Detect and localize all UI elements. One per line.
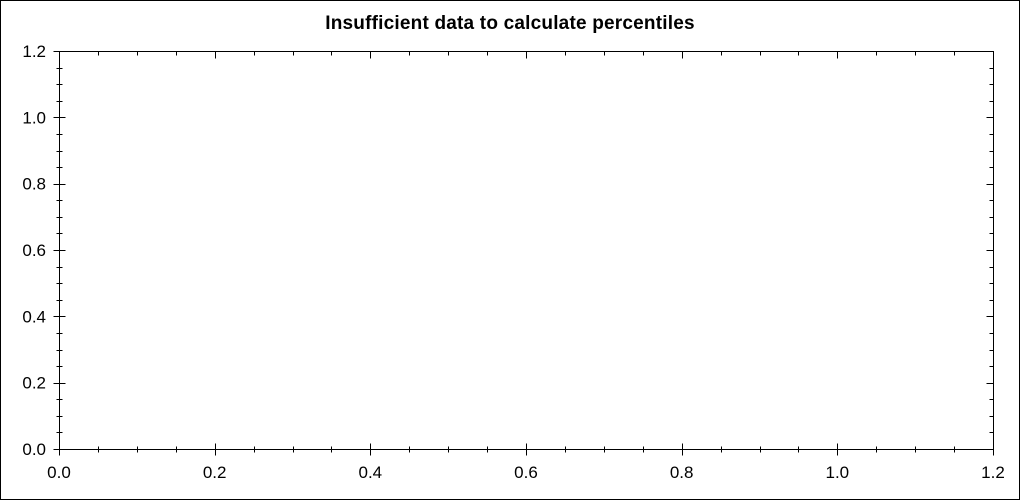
y-axis-tick-label: 0.6 <box>22 241 46 260</box>
x-axis-tick-label: 0.8 <box>670 463 694 482</box>
x-axis-tick-label: 0.2 <box>203 463 227 482</box>
y-axis-tick-label: 0.4 <box>22 307 46 326</box>
y-axis-tick-label: 1.2 <box>22 42 46 61</box>
x-axis-tick-label: 0.6 <box>514 463 538 482</box>
x-axis-tick-label: 0.0 <box>47 463 71 482</box>
y-axis-tick-label: 0.2 <box>22 374 46 393</box>
x-axis-tick-label: 0.4 <box>359 463 383 482</box>
chart-title: Insufficient data to calculate percentil… <box>325 13 695 34</box>
y-axis-tick-label: 0.0 <box>22 440 46 459</box>
y-axis-tick-label: 0.8 <box>22 175 46 194</box>
x-axis-tick-label: 1.0 <box>826 463 850 482</box>
y-axis-tick-label: 1.0 <box>22 108 46 127</box>
plot-box <box>59 51 994 450</box>
x-axis-tick-label: 1.2 <box>981 463 1005 482</box>
